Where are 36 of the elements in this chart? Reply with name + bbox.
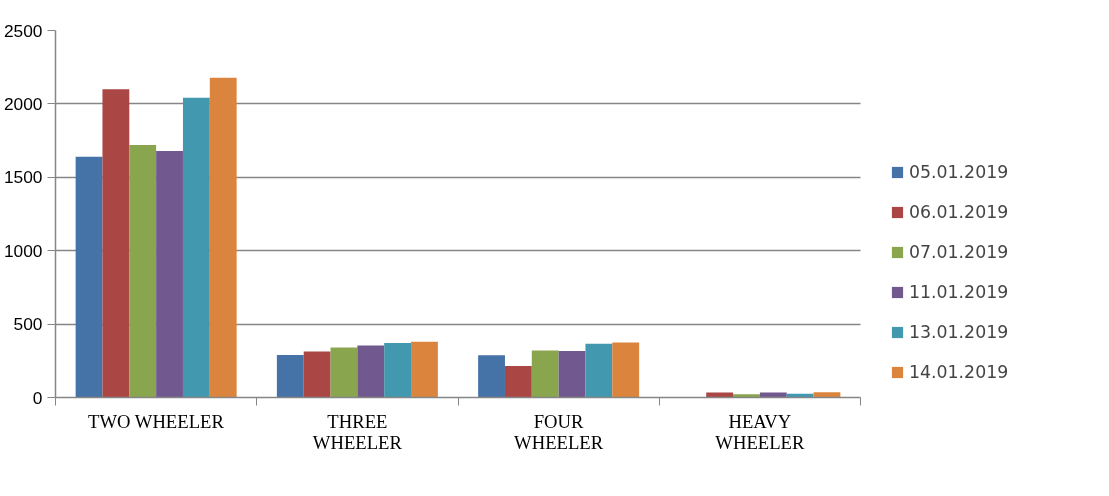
bar (102, 89, 130, 398)
y-tick-label: 2000 (3, 93, 43, 114)
bar (156, 151, 183, 398)
bar (813, 392, 841, 398)
bar (384, 343, 412, 398)
bar (75, 156, 103, 398)
bar (129, 145, 157, 398)
legend-label: 05.01.2019 (909, 162, 1009, 182)
y-tick-label: 500 (13, 314, 43, 335)
bar (478, 355, 505, 398)
bar (612, 342, 640, 398)
y-tick-label: 0 (32, 387, 43, 408)
y-tick-label: 2500 (3, 20, 43, 41)
bar (276, 354, 304, 398)
x-tick-label: FOUR WHEELER (514, 410, 604, 453)
bar (357, 345, 385, 398)
legend-label: 06.01.2019 (909, 202, 1009, 222)
bar (209, 77, 237, 398)
y-tick-label: 1000 (3, 240, 43, 261)
legend-label: 14.01.2019 (909, 362, 1009, 382)
legend-label: 13.01.2019 (909, 322, 1009, 342)
bar (585, 343, 613, 398)
x-tick-label: HEAVY WHEELER (715, 410, 805, 453)
bar (531, 350, 559, 398)
y-tick-label: 1500 (3, 167, 43, 188)
bar (330, 347, 358, 398)
bar (504, 365, 532, 398)
bar (303, 351, 331, 398)
legend-label: 11.01.2019 (909, 282, 1009, 302)
x-tick-label: THREE WHEELER (312, 410, 403, 453)
bar (558, 351, 586, 398)
x-tick-label: TWO WHEELER (88, 410, 225, 432)
legend-label: 07.01.2019 (909, 242, 1009, 262)
bar (411, 341, 438, 398)
bar (182, 97, 210, 398)
bar (733, 394, 760, 398)
